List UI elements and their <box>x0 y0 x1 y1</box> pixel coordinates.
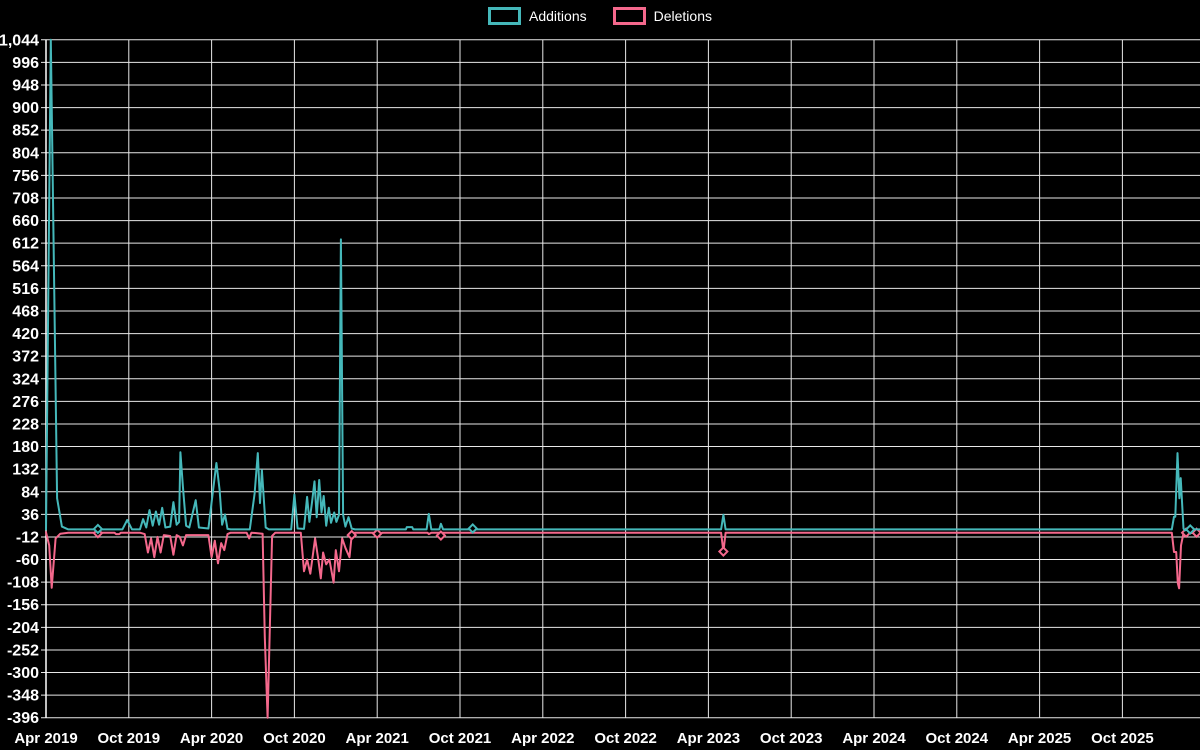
deletions-point-marker <box>717 546 729 557</box>
y-tick-label: -108 <box>7 575 39 592</box>
x-tick-label: Apr 2019 <box>14 730 77 747</box>
x-tick-label: Apr 2023 <box>677 730 740 747</box>
y-tick-label: -348 <box>7 688 39 705</box>
x-tick-label: Oct 2020 <box>263 730 326 747</box>
y-tick-label: 228 <box>12 416 39 433</box>
x-tick-label: Oct 2025 <box>1091 730 1154 747</box>
y-tick-label: -204 <box>7 620 39 637</box>
y-tick-label: 324 <box>12 371 39 388</box>
y-tick-label: 84 <box>21 484 39 501</box>
x-tick-label: Oct 2023 <box>760 730 823 747</box>
y-tick-label: 180 <box>12 439 39 456</box>
y-tick-label: -396 <box>7 710 39 727</box>
y-tick-label: -156 <box>7 597 39 614</box>
y-tick-label: -252 <box>7 642 39 659</box>
y-tick-label: 612 <box>12 236 39 253</box>
y-tick-label: -60 <box>16 552 39 569</box>
x-tick-label: Oct 2019 <box>98 730 161 747</box>
y-tick-label: 132 <box>12 462 39 479</box>
legend-label-deletions: Deletions <box>653 8 712 24</box>
y-tick-label: 996 <box>12 55 39 72</box>
x-tick-label: Apr 2021 <box>346 730 409 747</box>
additions-swatch-icon <box>488 7 522 25</box>
y-tick-label: 516 <box>12 281 39 298</box>
legend-label-additions: Additions <box>529 8 587 24</box>
additions-point-marker <box>467 523 479 534</box>
additions-point-marker <box>92 523 104 535</box>
y-tick-label: 948 <box>12 77 39 94</box>
deletions-point-marker <box>371 528 383 540</box>
chart-legend: Additions Deletions <box>0 7 1200 25</box>
x-tick-label: Oct 2021 <box>429 730 492 747</box>
legend-item-additions[interactable]: Additions <box>488 7 587 25</box>
y-tick-label: 36 <box>21 507 39 524</box>
y-tick-label: 660 <box>12 213 39 230</box>
y-tick-label: 1,044 <box>0 32 39 49</box>
x-tick-label: Oct 2022 <box>594 730 657 747</box>
additions-line <box>45 38 1200 532</box>
additions-point-marker <box>1184 524 1196 535</box>
deletions-swatch-icon <box>612 7 646 25</box>
y-tick-label: 900 <box>12 100 39 117</box>
y-tick-label: 852 <box>12 123 39 140</box>
x-tick-label: Apr 2022 <box>511 730 574 747</box>
y-tick-label: 564 <box>12 258 39 275</box>
x-tick-label: Apr 2025 <box>1008 730 1071 747</box>
deletions-line <box>45 531 1200 719</box>
x-tick-label: Oct 2024 <box>926 730 989 747</box>
y-tick-label: 420 <box>12 326 39 343</box>
x-tick-label: Apr 2020 <box>180 730 243 747</box>
y-tick-label: 276 <box>12 394 39 411</box>
deletions-point-marker <box>435 530 447 541</box>
y-tick-label: 708 <box>12 190 39 207</box>
y-tick-label: 468 <box>12 303 39 320</box>
deletions-point-marker <box>346 529 358 541</box>
deletions-point-marker <box>1191 527 1200 539</box>
y-tick-label: 756 <box>12 168 39 185</box>
x-tick-label: Apr 2024 <box>842 730 906 747</box>
y-tick-label: 804 <box>12 145 39 162</box>
legend-item-deletions[interactable]: Deletions <box>612 7 712 25</box>
y-tick-label: -12 <box>16 529 39 546</box>
y-tick-label: 372 <box>12 349 39 366</box>
y-tick-label: -300 <box>7 665 39 682</box>
